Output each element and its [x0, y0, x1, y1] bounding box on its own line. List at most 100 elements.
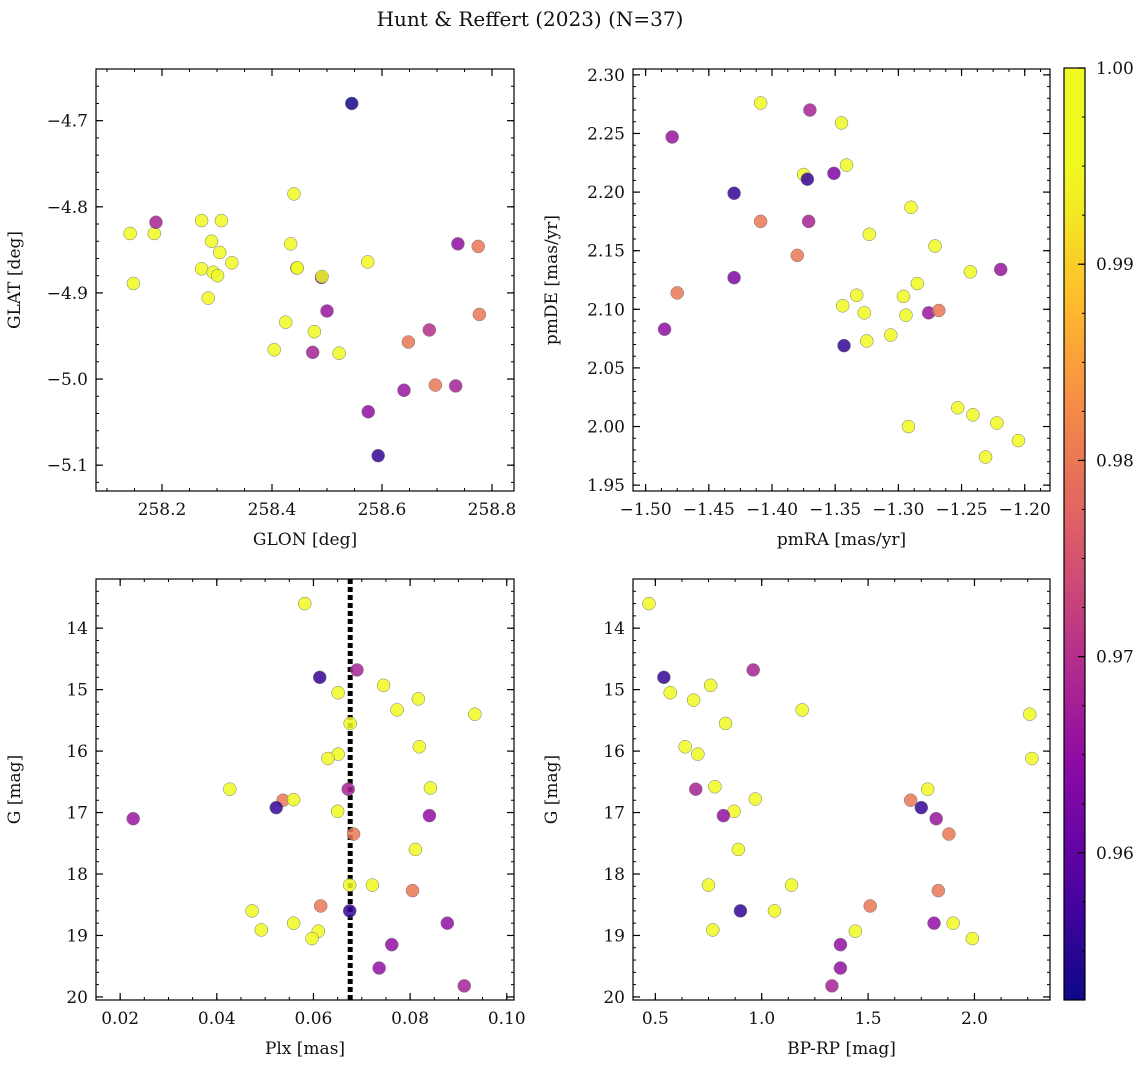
figure-title: Hunt & Reffert (2023) (N=37) — [377, 7, 684, 31]
data-point — [942, 827, 956, 841]
data-point — [929, 811, 943, 826]
y-tick-label: 20 — [603, 988, 625, 1008]
y-tick-label: 2.10 — [587, 300, 625, 320]
data-point — [321, 751, 335, 766]
data-point — [753, 96, 768, 110]
y-tick-label: 17 — [603, 804, 625, 824]
data-point — [341, 782, 355, 796]
data-point — [914, 800, 929, 815]
colorbar: 0.96 0.97 0.98 0.99 1.00 — [1063, 59, 1134, 1001]
data-point — [254, 923, 269, 937]
data-point — [149, 215, 163, 230]
axes-frame — [95, 578, 515, 1001]
x-tick-label: 0.5 — [642, 1009, 669, 1029]
x-tick-label: −1.50 — [620, 500, 672, 520]
axes-frame — [632, 68, 1051, 492]
data-point — [731, 842, 746, 857]
data-point — [706, 923, 720, 937]
y-tick-label: 20 — [66, 988, 88, 1008]
data-point — [361, 405, 375, 419]
x-tick-label: −1.30 — [872, 500, 924, 520]
data-point — [801, 214, 816, 229]
data-point — [320, 304, 334, 318]
y-tick-label: 17 — [66, 804, 88, 824]
x-tick-label: 2.0 — [961, 1009, 988, 1029]
x-tick-label: 1.5 — [855, 1009, 882, 1029]
data-point — [703, 678, 718, 693]
y-tick-label: −4.9 — [47, 284, 88, 304]
data-point — [204, 234, 219, 248]
x-tick-label: 0.08 — [391, 1009, 429, 1029]
y-tick-label: 2.05 — [587, 359, 625, 379]
data-point — [287, 187, 301, 201]
data-point — [716, 808, 731, 823]
x-tick-label: −1.20 — [999, 500, 1051, 520]
data-point — [727, 270, 741, 285]
data-point — [223, 782, 237, 796]
panel-1: 258.2 258.4 258.6 258.8 −4.7 −4.8 −4.9 −5.0 −5.1… — [5, 68, 516, 550]
x-tick-label: −1.25 — [935, 500, 987, 520]
panels: 258.2 258.4 258.6 258.8 −4.7 −4.8 −4.9 −5.0 −5.1… — [5, 66, 1051, 1059]
data-point — [931, 883, 946, 898]
data-point — [993, 262, 1008, 277]
colorbar-tick-label: 1.00 — [1096, 59, 1134, 79]
data-point — [733, 904, 748, 918]
data-point — [990, 416, 1004, 430]
data-point — [657, 670, 671, 685]
data-point — [827, 166, 841, 181]
x-tick-label: 0.04 — [198, 1009, 236, 1029]
data-point — [422, 808, 437, 823]
data-point — [795, 703, 809, 717]
data-point — [365, 878, 380, 892]
data-point — [708, 779, 722, 794]
scatter-points — [642, 596, 1039, 993]
data-point — [833, 961, 848, 975]
data-point — [836, 299, 850, 313]
y-tick-label: 18 — [603, 865, 625, 885]
data-point — [290, 261, 305, 275]
data-point — [803, 103, 817, 117]
data-point — [670, 286, 684, 300]
data-point — [397, 383, 411, 397]
data-point — [901, 419, 916, 434]
y-tick-label: 14 — [66, 619, 88, 639]
data-point — [411, 692, 426, 706]
axes-frame — [95, 68, 515, 492]
scatter-points — [123, 96, 487, 463]
data-point — [834, 116, 849, 130]
data-point — [863, 899, 877, 913]
x-tick-label: −1.45 — [683, 500, 735, 520]
data-point — [457, 979, 471, 993]
data-point — [903, 793, 918, 808]
x-tick-label: −1.35 — [809, 500, 861, 520]
data-point — [269, 800, 283, 815]
data-point — [839, 158, 854, 172]
data-point — [472, 307, 487, 322]
y-tick-label: −5.1 — [47, 456, 88, 476]
data-point — [642, 596, 656, 611]
data-point — [932, 303, 946, 318]
x-tick-label: 258.4 — [248, 500, 297, 520]
scatter-points — [126, 596, 482, 993]
data-point — [767, 904, 782, 918]
colorbar-tick-label: 0.96 — [1096, 844, 1134, 864]
data-point — [126, 276, 141, 291]
scatter-points — [657, 96, 1026, 464]
data-point — [965, 931, 980, 946]
colorbar-gradient — [1063, 67, 1086, 1001]
data-point — [663, 685, 677, 700]
data-point — [849, 288, 864, 302]
x-tick-label: 258.2 — [138, 500, 187, 520]
data-point — [833, 937, 848, 952]
x-tick-label: −1.40 — [746, 500, 798, 520]
data-point — [423, 781, 438, 795]
y-axis-label: G [mag] — [5, 755, 25, 824]
data-point — [267, 343, 281, 357]
y-tick-label: 2.00 — [587, 418, 625, 438]
data-point — [753, 214, 768, 229]
y-tick-label: 19 — [66, 926, 88, 946]
x-tick-label: 0.02 — [101, 1009, 139, 1029]
data-point — [305, 345, 320, 360]
y-tick-label: 14 — [603, 619, 625, 639]
